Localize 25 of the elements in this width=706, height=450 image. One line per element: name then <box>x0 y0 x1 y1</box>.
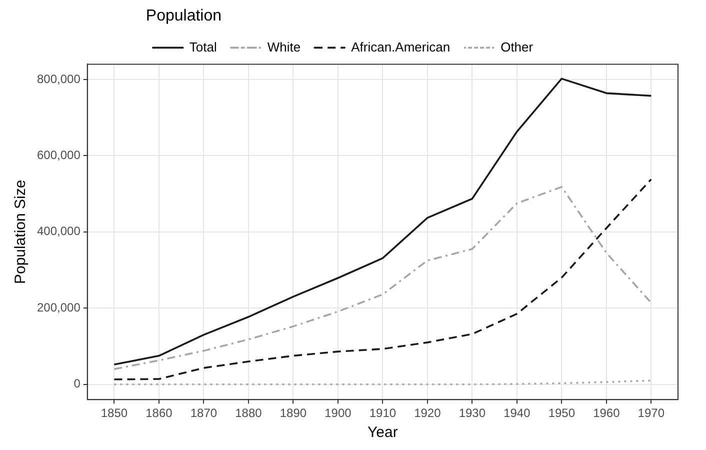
x-tick-label: 1920 <box>414 406 442 420</box>
x-axis-title: Year <box>368 424 398 442</box>
legend-title: Population <box>146 7 222 24</box>
x-tick-label: 1860 <box>146 406 173 420</box>
x-tick-label: 1950 <box>548 406 576 420</box>
x-tick-label: 1940 <box>504 406 531 420</box>
x-tick-label: 1970 <box>638 406 665 420</box>
x-tick-label: 1960 <box>593 406 620 420</box>
y-tick-label: 400,000 <box>36 224 81 238</box>
y-tick-label: 0 <box>74 376 81 391</box>
y-tick-label: 800,000 <box>36 72 81 86</box>
legend-label: Other <box>500 39 534 54</box>
legend-label: White <box>267 39 301 54</box>
x-tick-label: 1900 <box>324 406 352 420</box>
y-tick-label: 200,000 <box>36 300 81 314</box>
x-tick-label: 1930 <box>458 406 486 420</box>
x-tick-label: 1890 <box>280 406 307 420</box>
y-tick-label: 600,000 <box>36 148 81 162</box>
legend-label: African.American <box>351 39 450 54</box>
x-tick-label: 1870 <box>190 406 218 420</box>
x-tick-label: 1910 <box>369 406 396 420</box>
x-tick-label: 1850 <box>100 406 128 420</box>
legend-label: Total <box>189 39 217 54</box>
x-tick-label: 1880 <box>235 406 262 420</box>
y-axis-title: Population Size <box>12 180 30 284</box>
